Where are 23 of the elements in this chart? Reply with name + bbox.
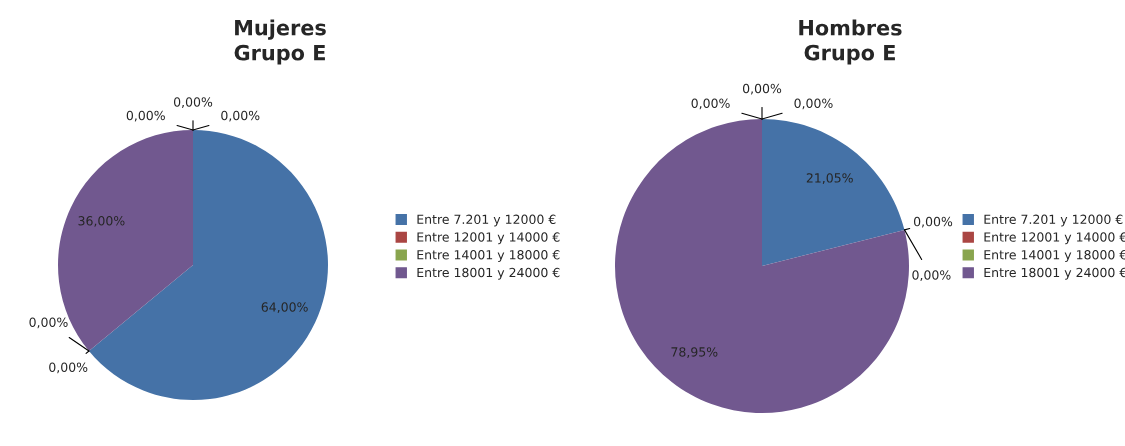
text: 0,00%: [913, 216, 953, 228]
chart-title: Hombres Grupo E: [799, 19, 902, 65]
data-label: 64,00%: [261, 302, 308, 314]
text: 0,00%: [794, 98, 833, 110]
legend-label: Entre 7.201 y 12000 €: [417, 214, 556, 227]
text: 0,00%: [691, 98, 730, 110]
text: 0,00%: [221, 110, 260, 122]
chart-title: Mujeres Grupo E: [234, 19, 326, 65]
text: 0,00%: [126, 110, 165, 122]
text: 0,00%: [29, 317, 68, 329]
text: 0,00%: [49, 362, 88, 374]
legend-label: Entre 12001 y 14000 €: [417, 232, 560, 245]
text: 0,00%: [742, 83, 782, 95]
text: 0,00%: [173, 97, 213, 108]
data-label: 78,95%: [671, 347, 718, 358]
text: 0,00%: [912, 270, 951, 282]
legend-label: Entre 7.201 y 12000 €: [984, 214, 1123, 227]
pie-slice: [762, 119, 905, 266]
data-label: 21,05%: [806, 173, 853, 184]
legend-label: Entre 14001 y 18000 €: [417, 250, 560, 262]
legend-label: Entre 18001 y 24000 €: [417, 267, 560, 280]
data-label: 36,00%: [78, 216, 125, 227]
pie-slice: [615, 119, 909, 413]
